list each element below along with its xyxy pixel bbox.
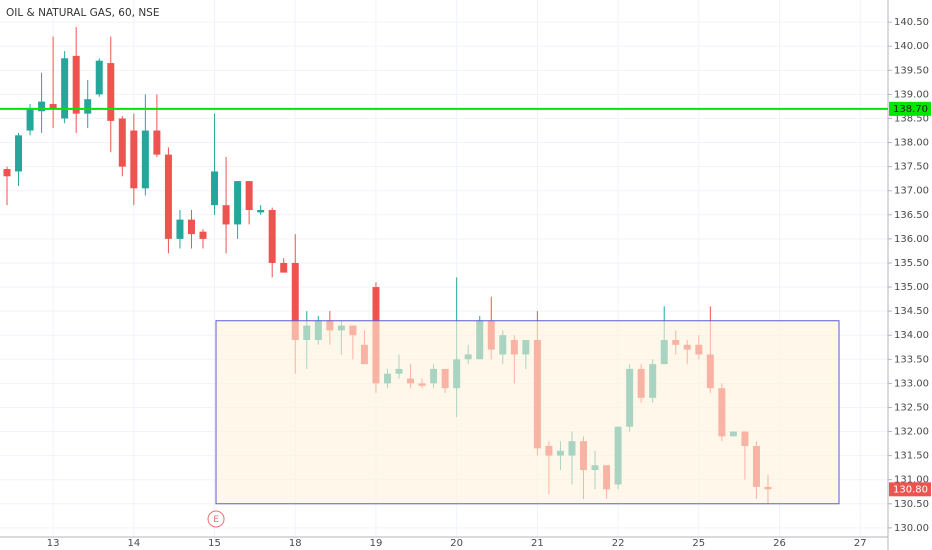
event-label: E [213, 515, 219, 525]
candle-body [176, 219, 184, 239]
price-tag [889, 101, 931, 116]
y-tick-label: 139.00 [894, 89, 929, 100]
candle-body [234, 181, 242, 225]
y-tick-label: 136.00 [894, 234, 929, 245]
candle-body [130, 130, 138, 189]
x-tick-label: 25 [692, 538, 705, 549]
last-price-tag [889, 482, 931, 497]
y-tick-label: 132.50 [894, 402, 929, 413]
x-tick-label: 15 [208, 538, 221, 549]
y-tick-label: 134.00 [894, 330, 929, 341]
x-tick-label: 13 [47, 538, 60, 549]
y-tick-label: 137.50 [894, 162, 929, 173]
y-tick-label: 130.50 [894, 499, 929, 510]
candle-body [199, 231, 207, 239]
candle-body [26, 108, 34, 131]
y-tick-label: 131.00 [894, 475, 929, 486]
y-tick-label: 140.50 [894, 17, 929, 28]
candle-body [61, 58, 69, 119]
y-tick-label: 136.50 [894, 210, 929, 221]
candle-body [164, 154, 172, 239]
candle-body [291, 262, 299, 341]
chart-title: OIL & NATURAL GAS, 60, NSE [6, 7, 160, 19]
y-tick-label: 133.50 [894, 354, 929, 365]
x-tick-label: 22 [612, 538, 625, 549]
y-tick-label: 131.50 [894, 451, 929, 462]
candle-body [118, 118, 126, 167]
candle-body [187, 219, 195, 235]
candle-body [3, 169, 11, 177]
x-tick-label: 18 [289, 538, 302, 549]
candle-body [107, 63, 115, 121]
candle-body [280, 262, 288, 273]
y-tick-label: 135.00 [894, 282, 929, 293]
candle-body [141, 130, 149, 189]
y-tick-label: 138.00 [894, 138, 929, 149]
x-tick-label: 20 [450, 538, 463, 549]
x-tick-label: 19 [370, 538, 383, 549]
candle-body [153, 130, 161, 155]
y-tick-label: 134.50 [894, 306, 929, 317]
candle-body [84, 99, 92, 114]
last-price-label: 130.80 [893, 484, 928, 495]
y-tick-label: 139.50 [894, 65, 929, 76]
candle-body [72, 55, 80, 114]
y-tick-label: 137.00 [894, 186, 929, 197]
candle-body [38, 101, 46, 112]
event-marker [207, 510, 225, 528]
candle-body [245, 181, 253, 210]
y-tick-label: 135.50 [894, 258, 929, 269]
price-tag-label: 138.70 [893, 104, 928, 115]
candle-body [211, 171, 219, 206]
x-tick-label: 21 [531, 538, 544, 549]
x-tick-label: 27 [854, 538, 867, 549]
candle-body [49, 104, 57, 109]
candle-body [95, 60, 103, 95]
y-tick-label: 133.00 [894, 378, 929, 389]
x-tick-label: 26 [773, 538, 786, 549]
y-tick-label: 132.00 [894, 427, 929, 438]
candle-body [15, 135, 23, 172]
candle-body [222, 205, 230, 225]
y-tick-label: 138.50 [894, 113, 929, 124]
y-tick-label: 130.00 [894, 523, 929, 534]
x-tick-label: 14 [127, 538, 140, 549]
candle-body [268, 209, 276, 263]
y-tick-label: 140.00 [894, 41, 929, 52]
candle-body [257, 209, 265, 213]
range-box [215, 320, 840, 505]
